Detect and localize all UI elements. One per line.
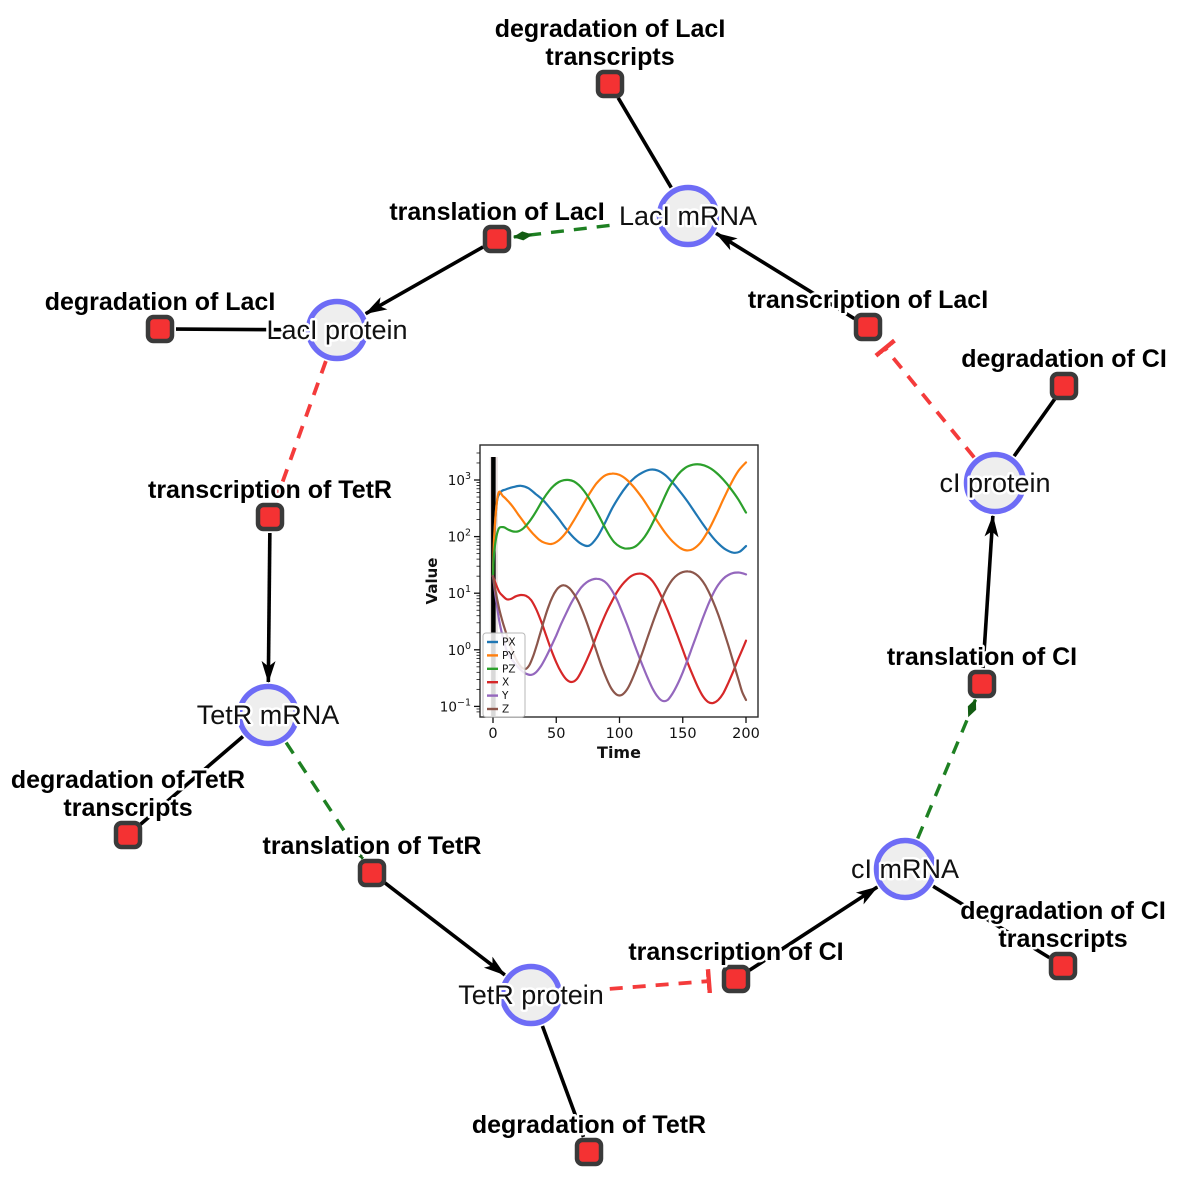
chart-series-Y xyxy=(491,571,748,703)
chart-series-PY xyxy=(491,461,748,578)
reaction-node-deg-laci[interactable] xyxy=(145,314,175,344)
edge-deg-laci-transcripts-laci-mrna xyxy=(616,96,673,189)
species-label-laci-mrna: LacI mRNA xyxy=(619,201,757,231)
chart-ylabel: Value xyxy=(423,558,441,605)
chart-series-X xyxy=(491,572,748,705)
nodes-layer xyxy=(113,69,1079,1167)
chart-series-PZ xyxy=(491,463,748,578)
species-node-tetr-mrna[interactable] xyxy=(236,683,300,747)
chart-frame xyxy=(479,444,759,718)
edge-laci-mrna-translation-laci xyxy=(512,218,656,241)
edge-translation-ci-ci-protein xyxy=(981,514,999,669)
edge-translation-laci-laci-protein xyxy=(364,245,484,316)
reaction-label-translation-ci-0: translation of CI xyxy=(887,643,1077,671)
reaction-label-transcription-tetr-0: transcription of TetR xyxy=(148,476,392,504)
chart-xlabel: Time xyxy=(597,743,641,762)
edge-transcription-ci-ci-mrna xyxy=(748,885,879,972)
legend-label-Z: Z xyxy=(502,704,509,716)
reaction-label-translation-laci-0: translation of LacI xyxy=(389,198,604,226)
reaction-label-deg-tetr-0: degradation of TetR xyxy=(472,1111,706,1139)
reaction-node-transcription-tetr[interactable] xyxy=(255,502,285,532)
species-node-ci-mrna[interactable] xyxy=(873,837,937,901)
reaction-label-deg-laci-0: degradation of LacI xyxy=(45,288,276,316)
edge-transcription-laci-laci-mrna xyxy=(715,231,856,321)
reaction-node-deg-tetr[interactable] xyxy=(574,1137,604,1167)
reaction-node-deg-tetr-transcripts[interactable] xyxy=(113,820,143,850)
reaction-node-transcription-laci[interactable] xyxy=(853,312,883,342)
reaction-node-translation-laci[interactable] xyxy=(482,224,512,254)
reaction-label-transcription-laci-0: transcription of LacI xyxy=(748,286,988,314)
species-node-laci-mrna[interactable] xyxy=(656,184,720,248)
edge-ci-protein-transcription-laci xyxy=(874,338,976,459)
chart-x-tick-50: 50 xyxy=(547,726,565,742)
species-node-ci-protein[interactable] xyxy=(963,451,1027,515)
legend-label-PX: PX xyxy=(502,637,516,649)
chart-x-tick-0: 0 xyxy=(488,726,497,742)
edge-translation-tetr-tetr-protein xyxy=(383,881,506,977)
reaction-label-transcription-ci-0: transcription of CI xyxy=(628,938,843,966)
chart-series-group xyxy=(491,461,748,705)
chart-x-tick-100: 100 xyxy=(606,726,634,742)
chart-series-Z xyxy=(491,570,748,702)
edge-tetr-protein-deg-tetr xyxy=(540,1025,586,1138)
edge-ci-mrna-deg-ci-transcripts xyxy=(932,884,1051,960)
reaction-label-deg-tetr-transcripts-1: transcripts xyxy=(63,794,192,822)
edge-laci-protein-transcription-tetr xyxy=(267,360,328,498)
reaction-node-deg-laci-transcripts[interactable] xyxy=(595,69,625,99)
species-label-ci-mrna: cI mRNA xyxy=(851,854,959,884)
labels-layer: LacI mRNA LacI protein TetR mRNA TetR prote… xyxy=(8,13,1169,1142)
species-node-tetr-protein[interactable] xyxy=(499,963,563,1027)
reaction-label-deg-laci-transcripts-1: transcripts xyxy=(545,43,674,71)
edge-ci-protein-deg-ci xyxy=(1012,397,1057,458)
edge-ci-mrna-translation-ci xyxy=(916,698,978,840)
legend-label-PZ: PZ xyxy=(502,663,516,675)
chart-y-tick-10e1: 101 xyxy=(448,584,471,602)
chart-y-tick-10e3: 103 xyxy=(448,471,471,489)
reaction-node-deg-ci[interactable] xyxy=(1049,371,1079,401)
species-label-laci-protein: LacI protein xyxy=(266,315,407,345)
legend-label-Y: Y xyxy=(501,690,509,702)
edge-laci-protein-deg-laci xyxy=(175,327,305,332)
reaction-label-deg-laci-transcripts-0: degradation of LacI xyxy=(495,15,726,43)
reaction-node-transcription-ci[interactable] xyxy=(721,964,751,994)
reaction-label-deg-ci-transcripts-1: transcripts xyxy=(998,925,1127,953)
chart-x-tick-150: 150 xyxy=(669,726,697,742)
chart-y-tick-10e-1: 10−1 xyxy=(440,697,471,715)
chart-axes: 103 102 101 100 10−1 0 50 100 150 200 xyxy=(440,452,760,742)
edges-layer xyxy=(138,96,1057,1138)
edge-tetr-mrna-deg-tetr-transcripts xyxy=(138,735,245,826)
chart-y-tick-10e2: 102 xyxy=(448,528,471,546)
chart-x-tick-200: 200 xyxy=(732,726,760,742)
species-node-laci-protein[interactable] xyxy=(305,298,369,362)
legend-label-X: X xyxy=(502,677,509,689)
reaction-label-deg-ci-0: degradation of CI xyxy=(961,345,1167,373)
species-label-ci-protein: cI protein xyxy=(939,468,1050,498)
chart-y-tick-10e0: 100 xyxy=(448,641,471,659)
reaction-node-translation-ci[interactable] xyxy=(967,669,997,699)
reaction-label-translation-tetr-0: translation of TetR xyxy=(263,832,482,860)
species-label-tetr-mrna: TetR mRNA xyxy=(197,700,340,730)
edge-tetr-mrna-translation-tetr xyxy=(284,741,365,860)
edge-transcription-tetr-tetr-mrna xyxy=(261,532,276,684)
reaction-node-deg-ci-transcripts[interactable] xyxy=(1048,951,1078,981)
chart-series-PX xyxy=(491,468,748,578)
legend-label-PY: PY xyxy=(502,650,515,662)
edge-tetr-protein-transcription-ci xyxy=(563,968,713,995)
reaction-node-translation-tetr[interactable] xyxy=(357,858,387,888)
species-label-tetr-protein: TetR protein xyxy=(458,980,604,1010)
reaction-label-deg-tetr-transcripts-0: degradation of TetR xyxy=(11,766,245,794)
reaction-label-deg-ci-transcripts-0: degradation of CI xyxy=(960,897,1166,925)
